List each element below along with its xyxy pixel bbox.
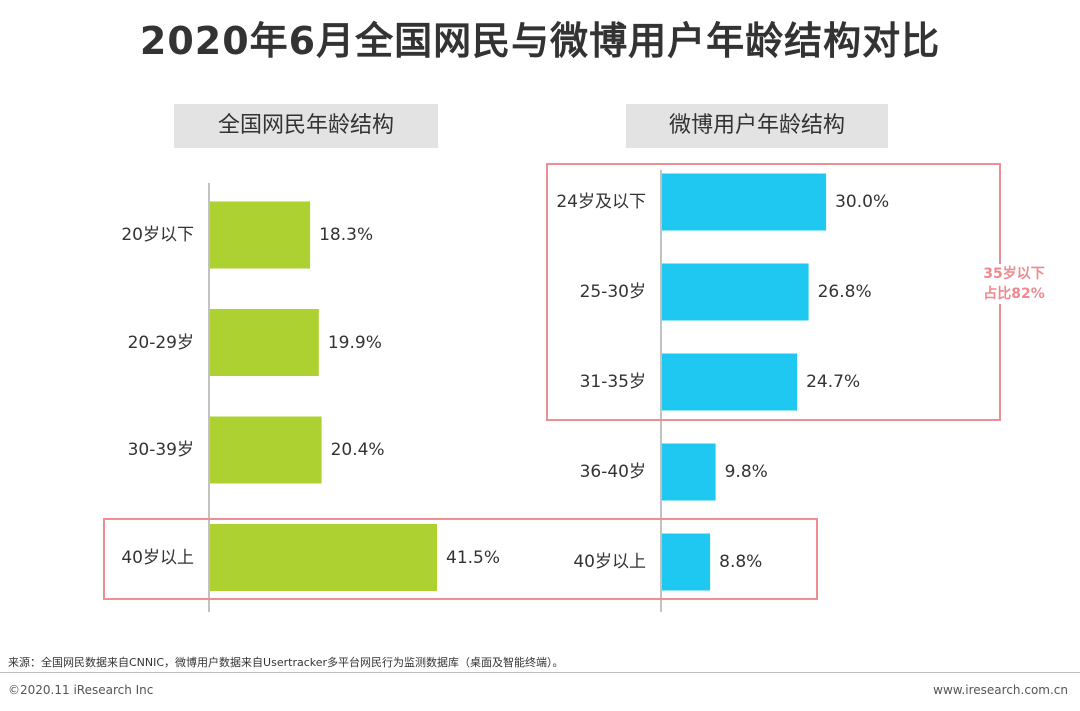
source-note: 来源：全国网民数据来自CNNIC，微博用户数据来自Usertracker多平台网… (8, 656, 564, 669)
left-bar-3 (210, 416, 322, 484)
left-value-label-2: 19.9% (327, 332, 382, 353)
over-40-highlight-box (103, 518, 818, 600)
right-category-label-1: 24岁及以下 (556, 192, 646, 212)
under-35-callout: 35岁以下 占比82% (976, 264, 1052, 304)
left-panel-title: 全国网民年龄结构 (174, 104, 438, 148)
left-bar-4 (210, 524, 438, 591)
callout-line-1: 35岁以下 (983, 266, 1045, 282)
right-category-label-3: 31-35岁 (579, 372, 646, 392)
left-category-label-4: 40岁以上 (121, 547, 194, 568)
right-value-label-1: 30.0% (835, 192, 890, 212)
left-category-label-1: 20岁以下 (121, 225, 194, 245)
right-value-label-3: 24.7% (806, 372, 861, 392)
left-bar-2 (210, 309, 319, 376)
callout-line-2: 占比82% (983, 286, 1045, 302)
left-value-label-3: 20.4% (330, 440, 385, 460)
left-category-label-3: 30-39岁 (127, 440, 194, 460)
right-bar-4 (662, 443, 716, 501)
website-url: www.iresearch.com.cn (933, 683, 1068, 697)
left-category-label-2: 20-29岁 (127, 332, 194, 353)
right-category-label-4: 36-40岁 (579, 462, 646, 482)
right-value-label-4: 9.8% (724, 462, 768, 482)
left-bar-1 (210, 201, 311, 269)
right-bar-2 (662, 263, 809, 321)
right-panel-title: 微博用户年龄结构 (626, 104, 888, 148)
right-bar-5 (662, 533, 711, 591)
left-value-label-4: 41.5% (446, 547, 501, 568)
right-value-label-2: 26.8% (817, 282, 872, 302)
left-value-label-1: 18.3% (319, 225, 374, 245)
copyright: ©2020.11 iResearch Inc (8, 683, 154, 697)
right-category-label-5: 40岁以上 (573, 552, 646, 572)
right-category-label-2: 25-30岁 (579, 282, 646, 302)
right-bar-1 (662, 173, 827, 231)
chart-main-title: 2020年6月全国网民与微博用户年龄结构对比 (139, 19, 941, 63)
right-value-label-5: 8.8% (719, 552, 763, 572)
footer-divider (0, 672, 1080, 673)
right-bar-3 (662, 353, 798, 411)
